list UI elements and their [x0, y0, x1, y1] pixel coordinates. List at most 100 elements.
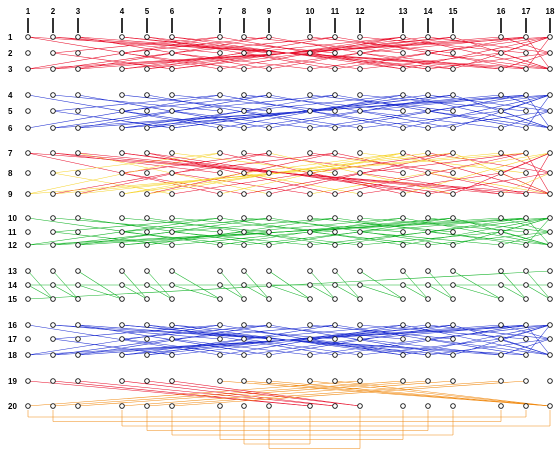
graph-node	[169, 170, 175, 176]
graph-node	[547, 296, 553, 302]
edge-line	[77, 152, 454, 195]
graph-node	[119, 66, 125, 72]
graph-node	[119, 296, 125, 302]
edge-line	[243, 380, 551, 407]
graph-node	[547, 378, 553, 384]
edge-line	[309, 152, 454, 174]
graph-node	[425, 50, 431, 56]
edge-line	[359, 152, 527, 174]
graph-node	[144, 191, 150, 197]
graph-node	[425, 92, 431, 98]
graph-node	[547, 242, 553, 248]
graph-node	[50, 229, 56, 235]
graph-node	[547, 322, 553, 328]
graph-node	[523, 50, 529, 56]
graph-node	[425, 296, 431, 302]
graph-node	[25, 352, 31, 358]
row-label: 11	[8, 228, 17, 237]
graph-node	[547, 191, 553, 197]
graph-node	[450, 34, 456, 40]
edge-line	[243, 110, 361, 129]
graph-node	[307, 242, 313, 248]
graph-node	[266, 191, 272, 197]
edge-line	[171, 94, 336, 112]
graph-node	[425, 125, 431, 131]
edge-line	[77, 380, 336, 407]
edge-line	[427, 172, 551, 195]
graph-node	[50, 191, 56, 197]
column-label: 15	[449, 7, 458, 16]
edge-line	[359, 94, 527, 112]
graph-node	[217, 352, 223, 358]
graph-node	[450, 125, 456, 131]
edge-line	[500, 338, 551, 356]
graph-node	[400, 336, 406, 342]
graph-node	[357, 66, 363, 72]
column-label: 2	[51, 7, 56, 16]
graph-node	[217, 403, 223, 409]
graph-node	[119, 50, 125, 56]
edge-line	[427, 110, 551, 129]
graph-node	[144, 92, 150, 98]
graph-node	[332, 282, 338, 288]
graph-node	[241, 282, 247, 288]
graph-node	[307, 322, 313, 328]
edge-line	[52, 380, 311, 407]
graph-node	[25, 50, 31, 56]
graph-node	[498, 215, 504, 221]
row-label: 7	[8, 149, 13, 158]
row-label: 3	[8, 65, 13, 74]
edge-line	[334, 380, 551, 407]
graph-node	[498, 282, 504, 288]
graph-node	[400, 352, 406, 358]
graph-node	[400, 215, 406, 221]
graph-node	[50, 108, 56, 114]
graph-node	[144, 336, 150, 342]
graph-node	[450, 215, 456, 221]
graph-node	[498, 170, 504, 176]
edge-line	[427, 324, 551, 340]
graph-node	[169, 352, 175, 358]
graph-node	[425, 268, 431, 274]
column-label: 13	[399, 7, 408, 16]
row-label: 6	[8, 124, 13, 133]
graph-node	[523, 378, 529, 384]
graph-node	[169, 125, 175, 131]
graph-node	[425, 150, 431, 156]
graph-node	[266, 242, 272, 248]
row-label: 2	[8, 49, 13, 58]
graph-node	[50, 66, 56, 72]
graph-node	[425, 108, 431, 114]
graph-node	[425, 282, 431, 288]
graph-node	[332, 92, 338, 98]
graph-node	[332, 170, 338, 176]
edge-line	[171, 324, 404, 356]
graph-node	[332, 242, 338, 248]
graph-node	[307, 50, 313, 56]
graph-node	[50, 296, 56, 302]
row-label: 12	[8, 241, 17, 250]
graph-node	[425, 242, 431, 248]
graph-node	[266, 92, 272, 98]
graph-node	[400, 34, 406, 40]
column-label: 6	[170, 7, 175, 16]
graph-node	[217, 170, 223, 176]
row-label: 4	[8, 91, 13, 100]
graph-node	[50, 322, 56, 328]
graph-node	[50, 125, 56, 131]
graph-node	[75, 336, 81, 342]
graph-node	[523, 170, 529, 176]
graph-node	[450, 322, 456, 328]
edge-line	[500, 172, 551, 195]
graph-node	[50, 403, 56, 409]
graph-node	[144, 268, 150, 274]
graph-node	[400, 322, 406, 328]
graph-node	[523, 352, 529, 358]
graph-node	[450, 336, 456, 342]
graph-node	[75, 352, 81, 358]
graph-node	[217, 34, 223, 40]
edge-line	[171, 36, 404, 70]
graph-node	[498, 378, 504, 384]
graph-node	[307, 268, 313, 274]
graph-node	[332, 66, 338, 72]
